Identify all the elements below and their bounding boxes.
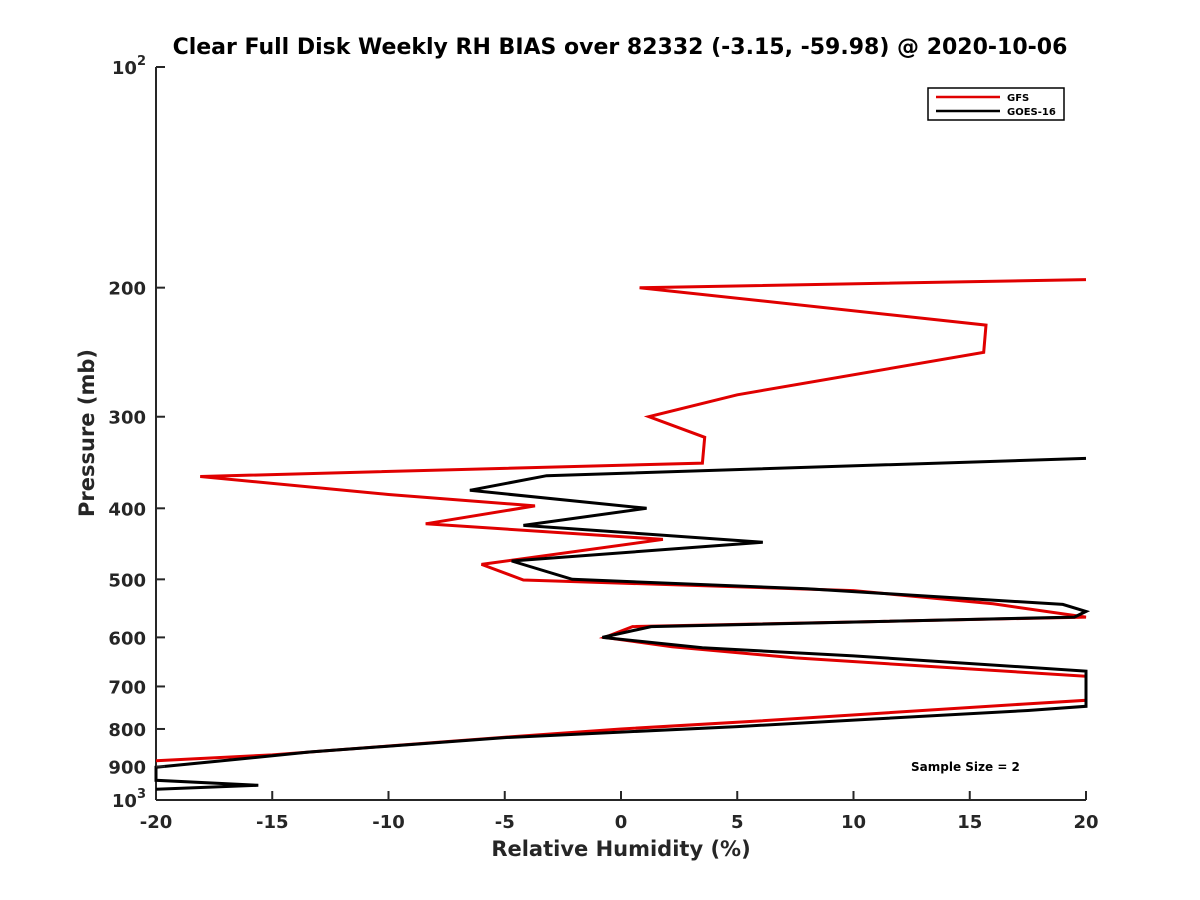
x-tick-label: 5 (731, 812, 744, 833)
y-tick-label: 500 (108, 570, 146, 591)
y-tick-label: 600 (108, 628, 146, 649)
x-tick-label: 20 (1073, 812, 1098, 833)
y-tick-label: 103 (112, 787, 146, 812)
plot-area: -20 -15 -10 -5 0 5 10 15 20 102 200 300 400 500 600 70… (108, 54, 1098, 833)
x-tick-label: -10 (372, 812, 405, 833)
x-tick-label: -15 (256, 812, 289, 833)
sample-size-annotation: Sample Size = 2 (911, 760, 1020, 774)
legend-box (927, 87, 1065, 121)
chart-title: Clear Full Disk Weekly RH BIAS over 8233… (173, 35, 1068, 60)
x-tick-label: -20 (140, 812, 173, 833)
y-tick-label: 400 (108, 499, 146, 520)
x-tick-label: 15 (957, 812, 982, 833)
y-tick-label: 102 (112, 54, 146, 79)
series-line-goes-16 (154, 456, 1091, 791)
y-tick-label: 900 (108, 757, 146, 778)
legend: GFS GOES-16 (927, 87, 1065, 121)
x-tick-label: 0 (615, 812, 628, 833)
y-tick-label: 700 (108, 677, 146, 698)
y-tick-label: 200 (108, 279, 146, 300)
y-ticks: 102 200 300 400 500 600 700 800 900 103 (108, 54, 165, 812)
y-tick-label: 300 (108, 408, 146, 429)
x-tick-label: -5 (495, 812, 515, 833)
x-tick-label: 10 (841, 812, 866, 833)
legend-label-goes-16: GOES-16 (1007, 107, 1056, 118)
legend-label-gfs: GFS (1007, 93, 1029, 104)
series-layer (154, 278, 1091, 791)
y-axis-label: Pressure (mb) (75, 349, 99, 517)
x-axis-label: Relative Humidity (%) (491, 837, 750, 861)
x-ticks: -20 -15 -10 -5 0 5 10 15 20 (140, 791, 1099, 833)
y-tick-label: 800 (108, 720, 146, 741)
